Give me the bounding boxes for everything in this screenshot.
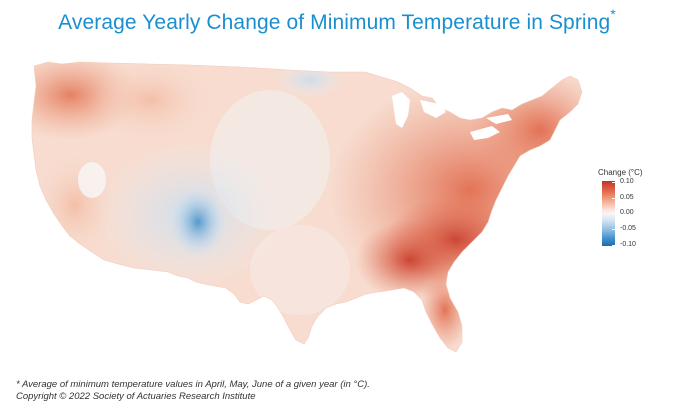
legend-dash <box>612 229 615 230</box>
legend-colorbar <box>602 181 615 246</box>
legend-dash <box>612 213 615 214</box>
region-southeast <box>355 220 465 300</box>
us-outline <box>31 61 583 353</box>
chart-title: Average Yearly Change of Minimum Tempera… <box>0 6 674 35</box>
copyright-notice: Copyright © 2022 Society of Actuaries Re… <box>16 391 256 402</box>
map-fill <box>32 62 582 352</box>
region-florida <box>420 270 470 350</box>
region-great-basin-white <box>78 162 106 198</box>
legend-dash <box>612 182 615 183</box>
legend-dash <box>612 245 615 246</box>
footnote: * Average of minimum temperature values … <box>16 379 370 403</box>
region-northern-plains <box>275 62 345 98</box>
legend: Change (°C) 0.10 0.05 0.00 -0.05 -0.10 <box>598 168 668 268</box>
legend-title: Change (°C) <box>598 168 643 177</box>
legend-tick: -0.10 <box>620 241 636 248</box>
legend-tick: 0.05 <box>620 194 634 201</box>
region-texas <box>250 225 350 315</box>
legend-tick: 0.00 <box>620 209 634 216</box>
legend-dash <box>612 198 615 199</box>
footnote-note: * Average of minimum temperature values … <box>16 379 370 390</box>
title-asterisk: * <box>610 6 616 22</box>
legend-tick: 0.10 <box>620 178 634 185</box>
region-new-mexico <box>168 184 228 260</box>
legend-tick: -0.05 <box>620 225 636 232</box>
great-lakes <box>392 92 512 140</box>
chart-title-text: Average Yearly Change of Minimum Tempera… <box>58 11 611 34</box>
region-northern-rockies <box>90 62 210 140</box>
